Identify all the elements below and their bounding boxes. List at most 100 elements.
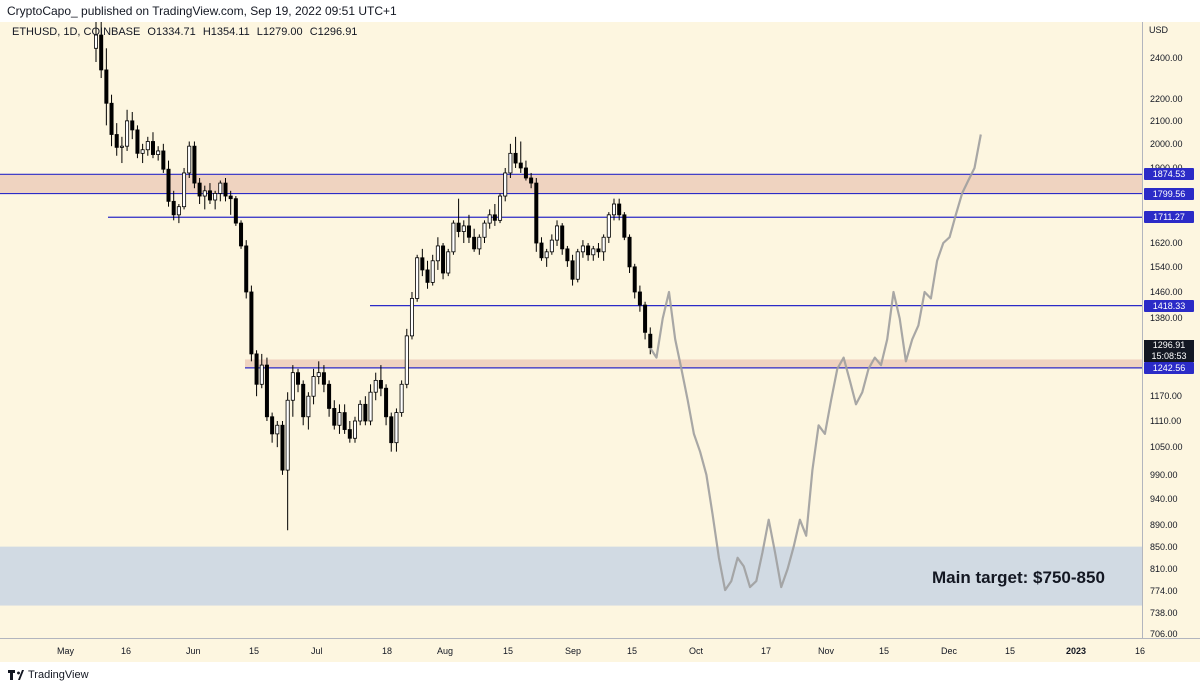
price-tick: 1540.00: [1150, 261, 1183, 272]
price-tick: 1110.00: [1150, 415, 1182, 426]
candle-body: [280, 424, 285, 471]
candle: [306, 392, 311, 430]
candle: [311, 368, 316, 405]
candle: [503, 167, 508, 202]
candle-body: [523, 167, 528, 179]
candle: [627, 234, 632, 274]
candle: [492, 204, 497, 226]
candle-body: [182, 172, 187, 208]
levels-layer: [0, 173, 1142, 369]
candle: [182, 167, 187, 210]
candle: [99, 22, 104, 79]
candle-body: [311, 376, 316, 397]
candle: [150, 132, 155, 159]
chart-canvas[interactable]: [0, 22, 1142, 638]
candle: [415, 254, 420, 302]
candle-body: [492, 214, 497, 221]
candle-body: [363, 403, 368, 422]
candle-body: [560, 225, 565, 250]
candle: [239, 220, 244, 249]
candle: [363, 396, 368, 426]
candle-body: [342, 412, 347, 430]
candle-body: [399, 383, 404, 413]
candle: [435, 237, 440, 270]
candle: [254, 350, 259, 397]
candle-body: [606, 214, 611, 238]
candle-body: [461, 225, 466, 232]
price-tick: 2200.00: [1150, 93, 1183, 104]
candle: [612, 198, 617, 221]
candle-body: [394, 412, 399, 444]
candle: [290, 365, 295, 417]
candle-body: [145, 141, 150, 151]
candle: [591, 245, 596, 261]
candle: [192, 141, 197, 189]
price-tick: 738.00: [1150, 608, 1178, 619]
publisher-text: CryptoCapo_ published on TradingView.com…: [7, 4, 397, 18]
candle: [176, 204, 181, 224]
candle: [575, 248, 580, 283]
candle: [244, 240, 249, 299]
candle-body: [513, 152, 518, 164]
candle-body: [373, 379, 378, 393]
projection-path: [649, 134, 982, 592]
candle-body: [270, 416, 275, 435]
candle: [275, 420, 280, 448]
candle: [301, 380, 306, 426]
candle: [487, 209, 492, 229]
candle: [394, 408, 399, 452]
time-tick: 18: [382, 646, 393, 656]
candle-body: [451, 222, 456, 253]
candle: [94, 22, 99, 62]
candle: [570, 254, 575, 286]
candle-body: [409, 298, 414, 337]
brand-name: TradingView: [28, 669, 89, 681]
candles-layer: [94, 22, 653, 531]
last-price-value: 1296.91: [1152, 339, 1186, 350]
candle-body: [223, 182, 228, 197]
chart-pane[interactable]: ETHUSD, 1D, COINBASE O1334.71 H1354.11 L…: [0, 22, 1142, 638]
candle-body: [384, 387, 389, 418]
candle: [632, 263, 637, 299]
candle-body: [207, 190, 212, 201]
candle-body: [347, 429, 352, 439]
candle: [466, 214, 471, 244]
candle: [342, 404, 347, 434]
symbol-legend[interactable]: ETHUSD, 1D, COINBASE O1334.71 H1354.11 L…: [12, 26, 361, 38]
candle-body: [378, 379, 383, 389]
level-price-label: 1711.27: [1144, 211, 1194, 224]
time-tick: Jul: [311, 646, 323, 656]
candle: [119, 136, 124, 164]
price-axis[interactable]: USD 2400.002200.002100.002000.001900.001…: [1142, 22, 1200, 639]
candle: [529, 172, 534, 189]
candle: [508, 143, 513, 178]
candle: [586, 243, 591, 261]
publish-header: CryptoCapo_ published on TradingView.com…: [0, 0, 1200, 22]
candle-body: [612, 203, 617, 216]
candle-body: [482, 222, 487, 238]
bar-countdown: 15:08:53: [1151, 350, 1187, 361]
price-tick: 890.00: [1150, 519, 1178, 530]
low-value: L1279.00: [256, 26, 303, 38]
candle-body: [565, 248, 570, 262]
candle: [430, 254, 435, 286]
candle-body: [643, 304, 648, 333]
candle-body: [228, 195, 233, 200]
time-tick: 15: [879, 646, 890, 656]
candle-body: [233, 198, 238, 224]
candle: [140, 143, 145, 164]
price-tick: 1900.00: [1150, 163, 1183, 173]
candle-body: [337, 412, 342, 426]
candle: [544, 248, 549, 267]
candle: [259, 353, 264, 389]
candle-body: [285, 399, 290, 471]
candle: [420, 248, 425, 277]
price-tick: 1380.00: [1150, 313, 1183, 324]
candle: [337, 404, 342, 434]
time-tick: 15: [249, 646, 260, 656]
candle-body: [296, 372, 301, 385]
candle: [171, 190, 176, 221]
time-tick: 15: [1005, 646, 1016, 656]
time-axis[interactable]: May 16 Jun 15 Jul 18 Aug 15 Sep 15 Oct 17 Nov 15 Dec 15…: [0, 638, 1200, 662]
candle: [285, 392, 290, 531]
